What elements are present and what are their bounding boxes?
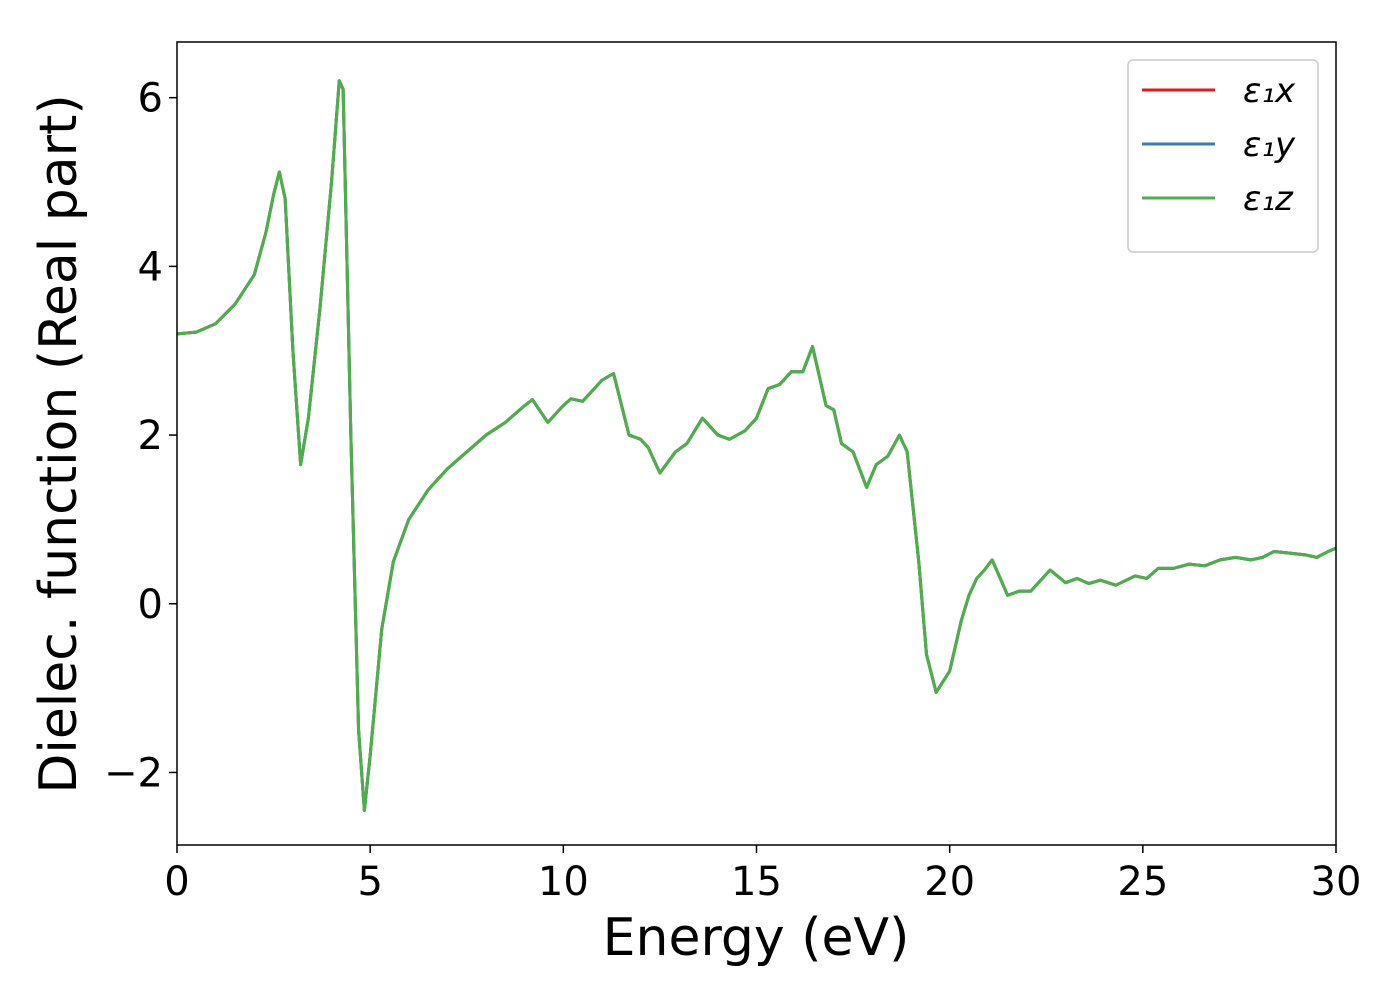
y-tick-label: 0	[138, 582, 163, 628]
legend-box	[1127, 59, 1319, 253]
y-tick-label: 6	[138, 76, 163, 122]
y-tick-label: −2	[104, 750, 163, 796]
x-tick-label: 10	[538, 859, 589, 905]
x-tick-label: 20	[924, 859, 975, 905]
x-tick-label: 30	[1311, 859, 1362, 905]
x-tick-label: 0	[164, 859, 189, 905]
y-tick-label: 4	[138, 244, 163, 290]
x-tick-label: 25	[1117, 859, 1168, 905]
y-axis-label: Dielec. function (Real part)	[29, 94, 89, 793]
legend-label: ε₁x	[1243, 71, 1296, 111]
x-tick-label: 15	[731, 859, 782, 905]
data-line	[177, 79, 1336, 812]
legend-label: ε₁y	[1243, 125, 1296, 165]
legend-label: ε₁z	[1243, 179, 1294, 219]
x-tick-label: 5	[357, 859, 382, 905]
plot-frame	[176, 41, 1337, 846]
x-axis-label: Energy (eV)	[603, 908, 910, 968]
y-tick-label: 2	[138, 413, 163, 459]
